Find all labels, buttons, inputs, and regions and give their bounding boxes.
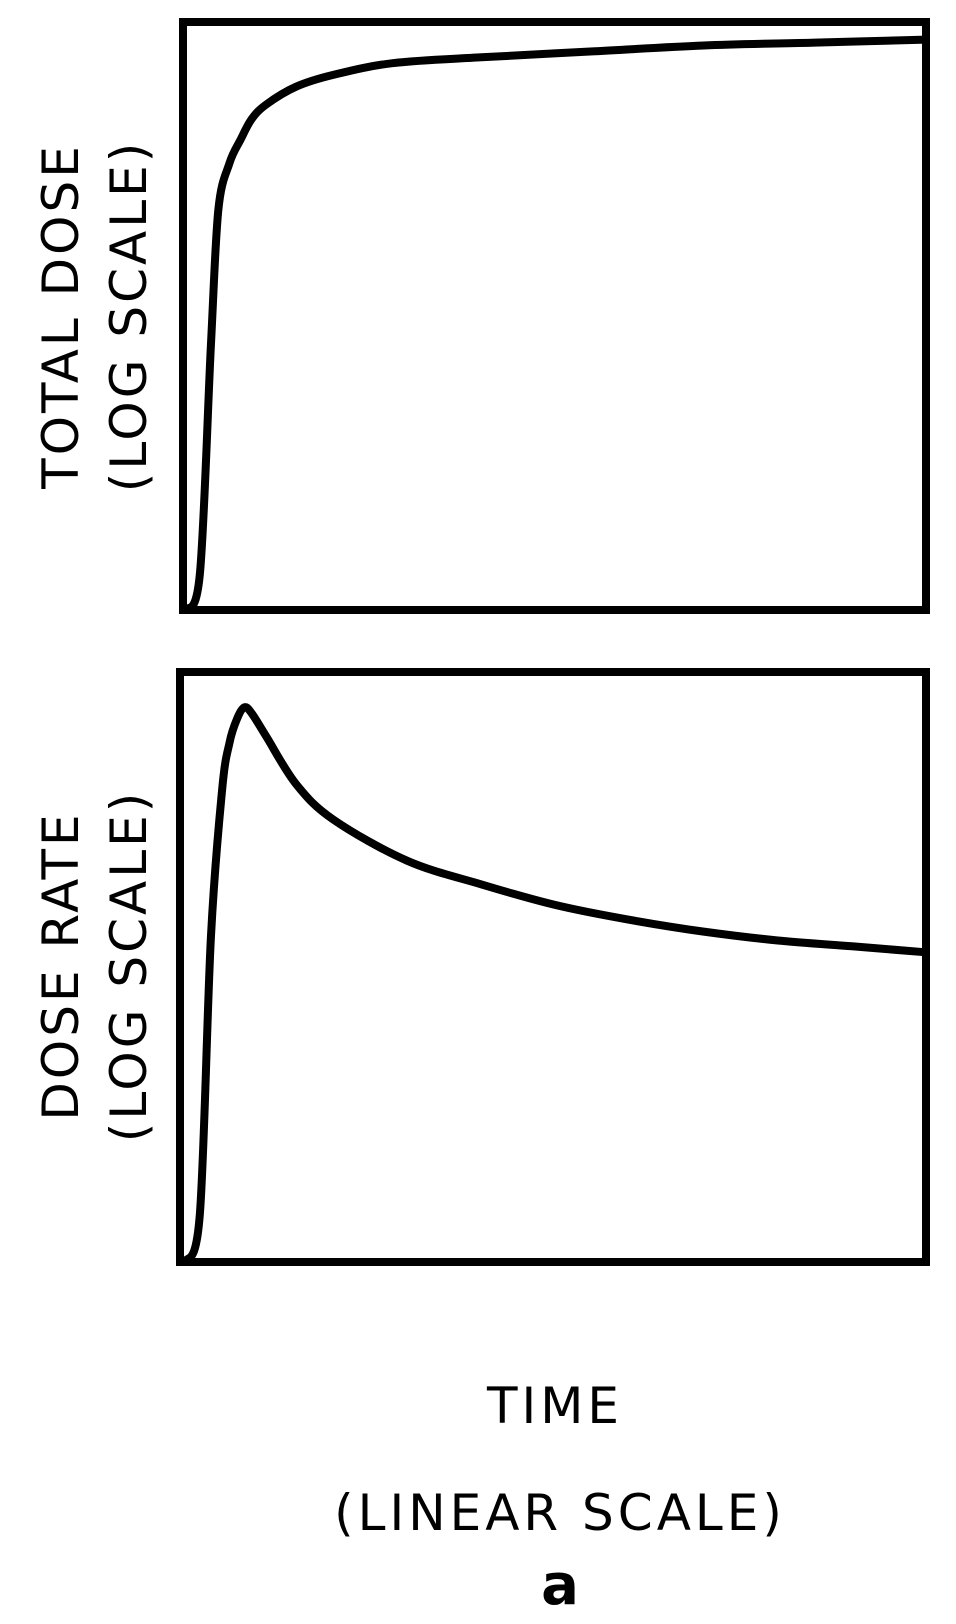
panel-letter-label: a	[541, 1553, 579, 1618]
top-y-label-line2: (LOG SCALE)	[100, 140, 158, 492]
bottom-panel: DOSE RATE (LOG SCALE)	[32, 668, 930, 1266]
top-y-label-line1: TOTAL DOSE	[32, 143, 90, 490]
bottom-y-label-line1: DOSE RATE	[32, 811, 90, 1120]
bottom-y-label-line2: (LOG SCALE)	[100, 790, 158, 1142]
top-panel: TOTAL DOSE (LOG SCALE)	[32, 18, 930, 614]
bottom-plot-frame	[176, 668, 930, 1266]
top-total-dose-curve	[181, 35, 930, 614]
top-plot-frame	[179, 18, 930, 614]
bottom-dose-rate-curve	[181, 703, 930, 1266]
x-axis-label-line1: TIME	[486, 1377, 623, 1435]
x-axis-label-line2: (LINEAR SCALE)	[334, 1484, 786, 1542]
